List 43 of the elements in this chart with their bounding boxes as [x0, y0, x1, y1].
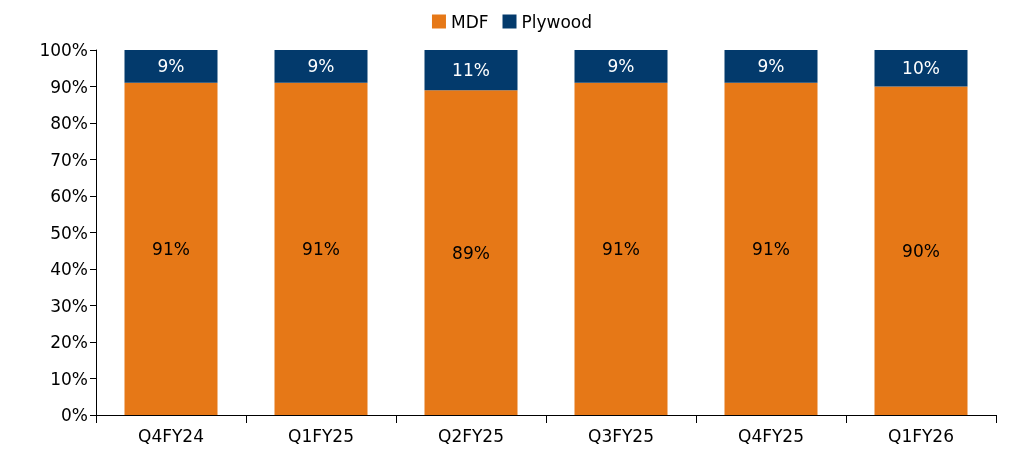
y-tick-label: 70%: [50, 149, 88, 170]
data-label: 9%: [607, 56, 635, 77]
data-label: 9%: [307, 56, 335, 77]
data-label: 10%: [902, 58, 940, 79]
legend-label: Plywood: [521, 11, 593, 32]
bar: [424, 90, 518, 415]
data-label: 9%: [157, 56, 185, 77]
bar: [124, 82, 218, 415]
x-tick-label: Q3FY25: [588, 425, 654, 446]
y-tick-label: 50%: [50, 222, 88, 243]
bar: [424, 50, 518, 91]
y-tick-label: 20%: [50, 332, 88, 352]
x-tick-label: Q1FY25: [288, 425, 354, 446]
y-tick-label: 100%: [39, 40, 88, 60]
bar: [124, 50, 218, 83]
bar: [274, 82, 368, 415]
bar: [574, 82, 668, 415]
y-tick-label: 0%: [61, 405, 88, 425]
data-label: 91%: [152, 238, 190, 259]
bar: [874, 50, 968, 87]
bar: [574, 50, 668, 83]
data-label: 89%: [452, 242, 490, 263]
data-label: 91%: [602, 238, 640, 259]
data-label: 91%: [752, 238, 790, 259]
legend-label: MDF: [450, 11, 489, 32]
bar: [274, 50, 368, 83]
x-tick-label: Q4FY24: [138, 425, 204, 446]
data-label: 9%: [757, 56, 785, 77]
data-label: 90%: [902, 240, 940, 261]
y-tick-label: 10%: [50, 368, 88, 389]
x-tick-label: Q2FY25: [438, 425, 504, 446]
y-tick-label: 30%: [50, 295, 88, 316]
data-label: 91%: [302, 238, 340, 259]
y-tick-label: 80%: [50, 113, 88, 133]
bar: [874, 86, 968, 415]
y-tick-label: 90%: [50, 76, 88, 97]
bar: [724, 50, 818, 83]
x-tick-label: Q1FY26: [888, 425, 954, 446]
x-tick-label: Q4FY25: [738, 425, 804, 446]
bar: [724, 82, 818, 415]
data-label: 11%: [452, 60, 490, 81]
y-tick-label: 60%: [50, 186, 88, 206]
y-tick-label: 40%: [50, 259, 88, 279]
